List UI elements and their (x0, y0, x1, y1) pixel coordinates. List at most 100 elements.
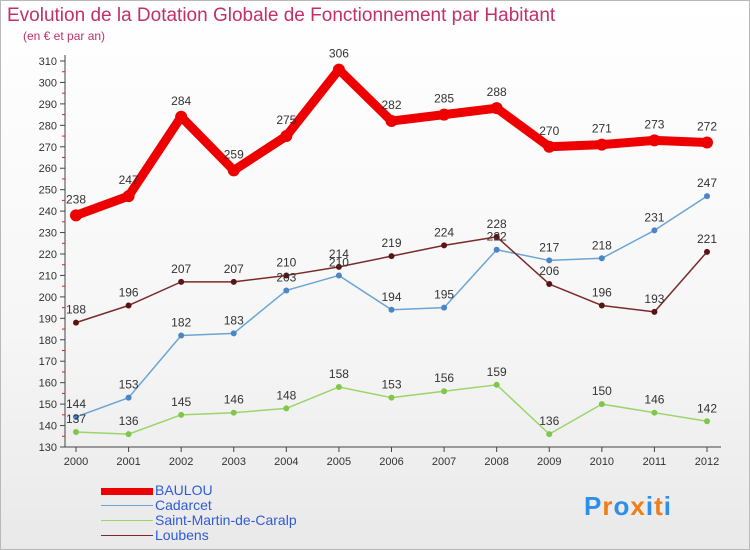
x-tick-label: 2005 (327, 456, 351, 468)
series-line (71, 65, 712, 220)
y-tick-label: 130 (39, 442, 57, 454)
y-tick-label: 250 (39, 185, 57, 197)
data-point (125, 431, 132, 438)
data-label: 153 (381, 378, 401, 392)
y-tick-label: 220 (39, 249, 57, 261)
data-point (701, 136, 713, 149)
y-tick-label: 260 (39, 163, 57, 175)
x-tick-label: 2011 (643, 456, 667, 468)
data-label: 146 (224, 393, 244, 407)
legend-label: Cadarcet (155, 497, 212, 513)
data-label: 306 (329, 47, 349, 61)
data-label: 145 (171, 395, 191, 409)
data-label: 207 (224, 262, 244, 276)
data-label: 273 (644, 117, 664, 131)
data-label: 247 (697, 176, 717, 190)
data-label: 136 (119, 414, 139, 428)
data-label: 231 (644, 210, 664, 224)
data-point (73, 319, 79, 326)
x-tick-label: 2007 (432, 456, 456, 468)
series-line (75, 384, 708, 435)
data-label: 148 (276, 388, 296, 402)
x-tick-label: 2010 (590, 456, 614, 468)
data-point (283, 272, 290, 279)
data-point (441, 242, 448, 249)
data-label: 196 (119, 285, 139, 299)
data-point (230, 330, 237, 337)
y-tick-label: 180 (39, 335, 57, 347)
logo-letter: i (663, 491, 672, 521)
y-tick-label: 230 (39, 228, 57, 240)
logo-letter: r (602, 491, 614, 521)
data-label: 210 (276, 255, 296, 269)
data-point (441, 388, 448, 395)
data-label: 194 (381, 290, 401, 304)
data-label: 219 (381, 236, 401, 250)
data-label: 210 (329, 255, 349, 269)
data-label: 288 (487, 85, 507, 99)
data-point (543, 140, 556, 153)
data-label: 159 (487, 365, 507, 379)
data-point (125, 302, 132, 309)
data-label: 158 (329, 367, 349, 381)
legend-swatch (101, 488, 153, 495)
y-tick-label: 270 (39, 142, 57, 154)
data-point (125, 394, 132, 401)
data-label: 195 (434, 288, 454, 302)
data-point (73, 428, 79, 435)
data-label: 136 (539, 414, 559, 428)
data-point (598, 255, 605, 262)
data-point (493, 381, 500, 388)
data-point (230, 409, 237, 416)
logo-letter: t (654, 491, 664, 521)
data-label: 270 (539, 124, 559, 138)
data-point (283, 287, 290, 294)
data-point (441, 304, 448, 311)
data-label: 207 (171, 262, 191, 276)
data-point (73, 413, 79, 420)
data-label: 144 (66, 397, 86, 411)
data-label: 193 (644, 292, 664, 306)
legend-swatch (101, 520, 153, 521)
y-tick-label: 280 (39, 120, 57, 132)
data-label: 203 (276, 270, 296, 284)
y-tick-label: 160 (39, 378, 57, 390)
data-point (230, 278, 237, 285)
data-point (493, 246, 500, 253)
data-point (704, 418, 710, 425)
data-label: 221 (697, 232, 717, 246)
y-tick-label: 300 (39, 77, 57, 89)
data-point (546, 257, 553, 264)
data-label: 285 (434, 92, 454, 106)
data-label: 150 (592, 384, 612, 398)
y-tick-label: 190 (39, 313, 57, 325)
data-point (595, 138, 608, 151)
data-point (178, 332, 185, 339)
data-point (546, 431, 553, 438)
chart-subtitle: (en € et par an) (23, 29, 106, 43)
x-tick-label: 2003 (222, 456, 246, 468)
data-label: 214 (329, 247, 349, 261)
data-point (651, 409, 658, 416)
data-label: 224 (434, 225, 454, 239)
data-point (335, 263, 342, 270)
data-point (283, 405, 290, 412)
y-tick-label: 310 (39, 56, 57, 68)
x-tick-label: 2004 (274, 456, 298, 468)
data-point (178, 278, 185, 285)
logo-letter: x (630, 491, 646, 521)
data-point (598, 302, 605, 309)
data-label: 282 (381, 98, 401, 112)
x-tick-label: 2002 (169, 456, 193, 468)
x-tick-label: 2006 (379, 456, 403, 468)
legend-swatch (101, 535, 153, 536)
data-point (388, 306, 395, 313)
legend-label: Saint-Martin-de-Caralp (155, 512, 297, 528)
data-label: 137 (66, 412, 86, 426)
data-point (648, 134, 661, 147)
data-point (704, 248, 710, 255)
data-point (335, 272, 342, 279)
data-point (175, 110, 188, 123)
data-label: 259 (224, 147, 244, 161)
data-label: 153 (119, 378, 139, 392)
